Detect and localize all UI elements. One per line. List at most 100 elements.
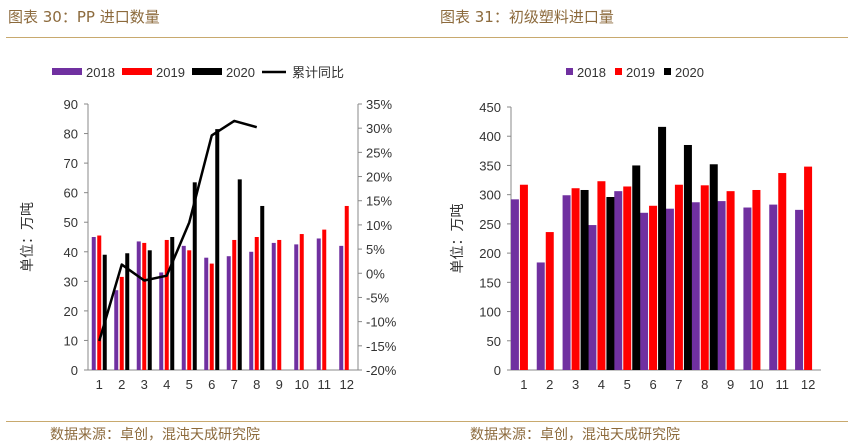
plastics-chart-bar-2018 <box>743 207 752 370</box>
source-note-right: 数据来源：卓创，混沌天成研究院 <box>470 427 680 443</box>
pp-chart-y2-tick-label: 35% <box>366 97 392 112</box>
pp-chart-y-tick-label: 40 <box>64 245 78 260</box>
top-divider <box>6 37 848 38</box>
pp-chart-y2-tick-label: 10% <box>366 218 392 233</box>
pp-chart-y2-tick-label: 15% <box>366 194 392 209</box>
pp-chart-x-tick-label: 8 <box>253 377 260 392</box>
pp-chart-y2-tick-label: 5% <box>366 242 385 257</box>
plastics-chart-bar-2019 <box>597 181 606 370</box>
pp-chart-legend-label: 2019 <box>156 65 185 80</box>
pp-chart-legend-label: 2020 <box>226 65 255 80</box>
plastics-chart-x-tick-label: 9 <box>727 377 734 392</box>
pp-chart-y-tick-label: 80 <box>64 127 78 142</box>
plastics-chart-bar-2019 <box>623 186 632 370</box>
pp-chart-x-tick-label: 3 <box>141 377 148 392</box>
plastics-chart-legend-swatch <box>664 68 671 75</box>
pp-chart-y-tick-label: 90 <box>64 97 78 112</box>
pp-chart-bar-2019 <box>277 239 282 370</box>
pp-chart-legend-swatch <box>122 68 152 75</box>
plastics-chart-bar-2018 <box>691 202 700 370</box>
pp-chart-bar-2020 <box>102 254 107 370</box>
pp-chart-y-tick-label: 10 <box>64 333 78 348</box>
plastics-chart-bar-2020 <box>658 126 667 370</box>
pp-chart-bar-2020 <box>260 205 265 370</box>
plastics-chart-y-tick-label: 250 <box>479 217 501 232</box>
plastics-chart-y-tick-label: 100 <box>479 305 501 320</box>
plastics-chart-y-tick-label: 350 <box>479 158 501 173</box>
plastics-chart-y-tick-label: 450 <box>479 100 501 115</box>
plastics-chart-legend-swatch <box>566 68 573 75</box>
pp-chart-bar-2020 <box>170 237 175 370</box>
pp-chart-x-tick-label: 12 <box>340 377 354 392</box>
pp-chart-bar-2018 <box>204 257 209 370</box>
plastics-chart-bar-2018 <box>588 225 597 370</box>
plastics-chart-bar-2019 <box>545 232 554 370</box>
pp-chart-bar-2020 <box>147 250 152 370</box>
plastics-chart-x-tick-label: 12 <box>801 377 815 392</box>
chart-title-left: 图表 30：PP 进口数量 <box>8 8 160 26</box>
plastics-chart-legend-swatch <box>615 68 622 75</box>
plastics-chart-y-tick-label: 200 <box>479 246 501 261</box>
plastics-chart-legend-label: 2018 <box>577 65 606 80</box>
plastics-chart-x-tick-label: 2 <box>546 377 553 392</box>
plastics-chart-y-tick-label: 300 <box>479 188 501 203</box>
pp-chart-x-tick-label: 6 <box>208 377 215 392</box>
pp-chart-x-tick-label: 2 <box>118 377 125 392</box>
plastics-chart-bar-2019 <box>674 184 683 370</box>
pp-chart-y2-tick-label: 30% <box>366 121 392 136</box>
plastics-chart-bar-2020 <box>683 144 692 370</box>
plastics-chart-bar-2019 <box>649 205 658 370</box>
plastics-chart-x-tick-label: 3 <box>572 377 579 392</box>
plastics-chart-bar-2019 <box>726 191 735 370</box>
plastics-chart-y-tick-label: 0 <box>494 363 501 378</box>
pp-chart-x-tick-label: 11 <box>318 377 332 392</box>
pp-chart-y-tick-label: 0 <box>71 363 78 378</box>
plastics-chart-legend-label: 2019 <box>626 65 655 80</box>
pp-chart-bar-2018 <box>316 238 321 370</box>
plastics-chart-bar-2018 <box>536 262 545 370</box>
pp-chart-y2-tick-label: 0% <box>366 266 385 281</box>
plastics-chart-bar-2018 <box>717 201 726 370</box>
plastics-chart-bar-2020 <box>580 189 589 370</box>
plastics-chart-bar-2019 <box>571 188 580 370</box>
plastics-chart-y-tick-label: 400 <box>479 129 501 144</box>
plastics-chart-bar-2019 <box>752 189 761 370</box>
plastics-chart-y-tick-label: 50 <box>487 334 501 349</box>
plastics-chart-bar-2018 <box>640 212 649 370</box>
pp-chart-bar-2019 <box>322 229 327 370</box>
pp-chart-bar-2018 <box>339 245 344 370</box>
chart-title-right: 图表 31：初级塑料进口量 <box>440 8 614 26</box>
plastics-chart-x-tick-label: 5 <box>624 377 631 392</box>
pp-chart-line-累计同比 <box>98 119 258 342</box>
pp-chart-bar-2018 <box>294 244 299 370</box>
pp-chart-bar-2019 <box>232 239 237 370</box>
pp-chart-y-tick-label: 70 <box>64 156 78 171</box>
plastics-chart-bar-2019 <box>700 185 709 370</box>
plastics-chart-x-tick-label: 7 <box>675 377 682 392</box>
pp-chart-legend-swatch <box>192 68 222 75</box>
pp-chart-y-tick-label: 50 <box>64 215 78 230</box>
plastics-chart-bar-2018 <box>665 208 674 370</box>
plastics-chart-bar-2018 <box>510 199 519 370</box>
pp-chart-y2-tick-label: -15% <box>366 339 397 354</box>
pp-chart-y2-tick-label: -5% <box>366 290 390 305</box>
plastics-chart-x-tick-label: 10 <box>749 377 763 392</box>
pp-chart-bar-2018 <box>181 245 186 370</box>
pp-chart-bar-2020 <box>125 253 130 370</box>
pp-chart-bar-2018 <box>226 256 231 370</box>
pp-chart-x-tick-label: 1 <box>96 377 103 392</box>
pp-chart-bar-2019 <box>119 276 124 370</box>
pp-chart-bar-2019 <box>142 242 147 370</box>
pp-chart-x-tick-label: 7 <box>231 377 238 392</box>
pp-chart-x-tick-label: 10 <box>295 377 309 392</box>
plastics-chart-x-tick-label: 4 <box>598 377 605 392</box>
pp-chart-bar-2019 <box>254 237 259 370</box>
pp-chart-legend-label: 累计同比 <box>292 66 344 81</box>
pp-chart-legend-swatch <box>52 68 82 75</box>
pp-chart-bar-2018 <box>249 251 254 370</box>
plastics-chart-bar-2019 <box>804 166 813 370</box>
plastics-chart-bar-2018 <box>795 209 804 370</box>
source-note-left: 数据来源：卓创，混沌天成研究院 <box>50 427 260 443</box>
pp-chart-bar-2019 <box>187 250 192 370</box>
pp-chart-y-axis-label: 单位：万吨 <box>20 202 36 272</box>
